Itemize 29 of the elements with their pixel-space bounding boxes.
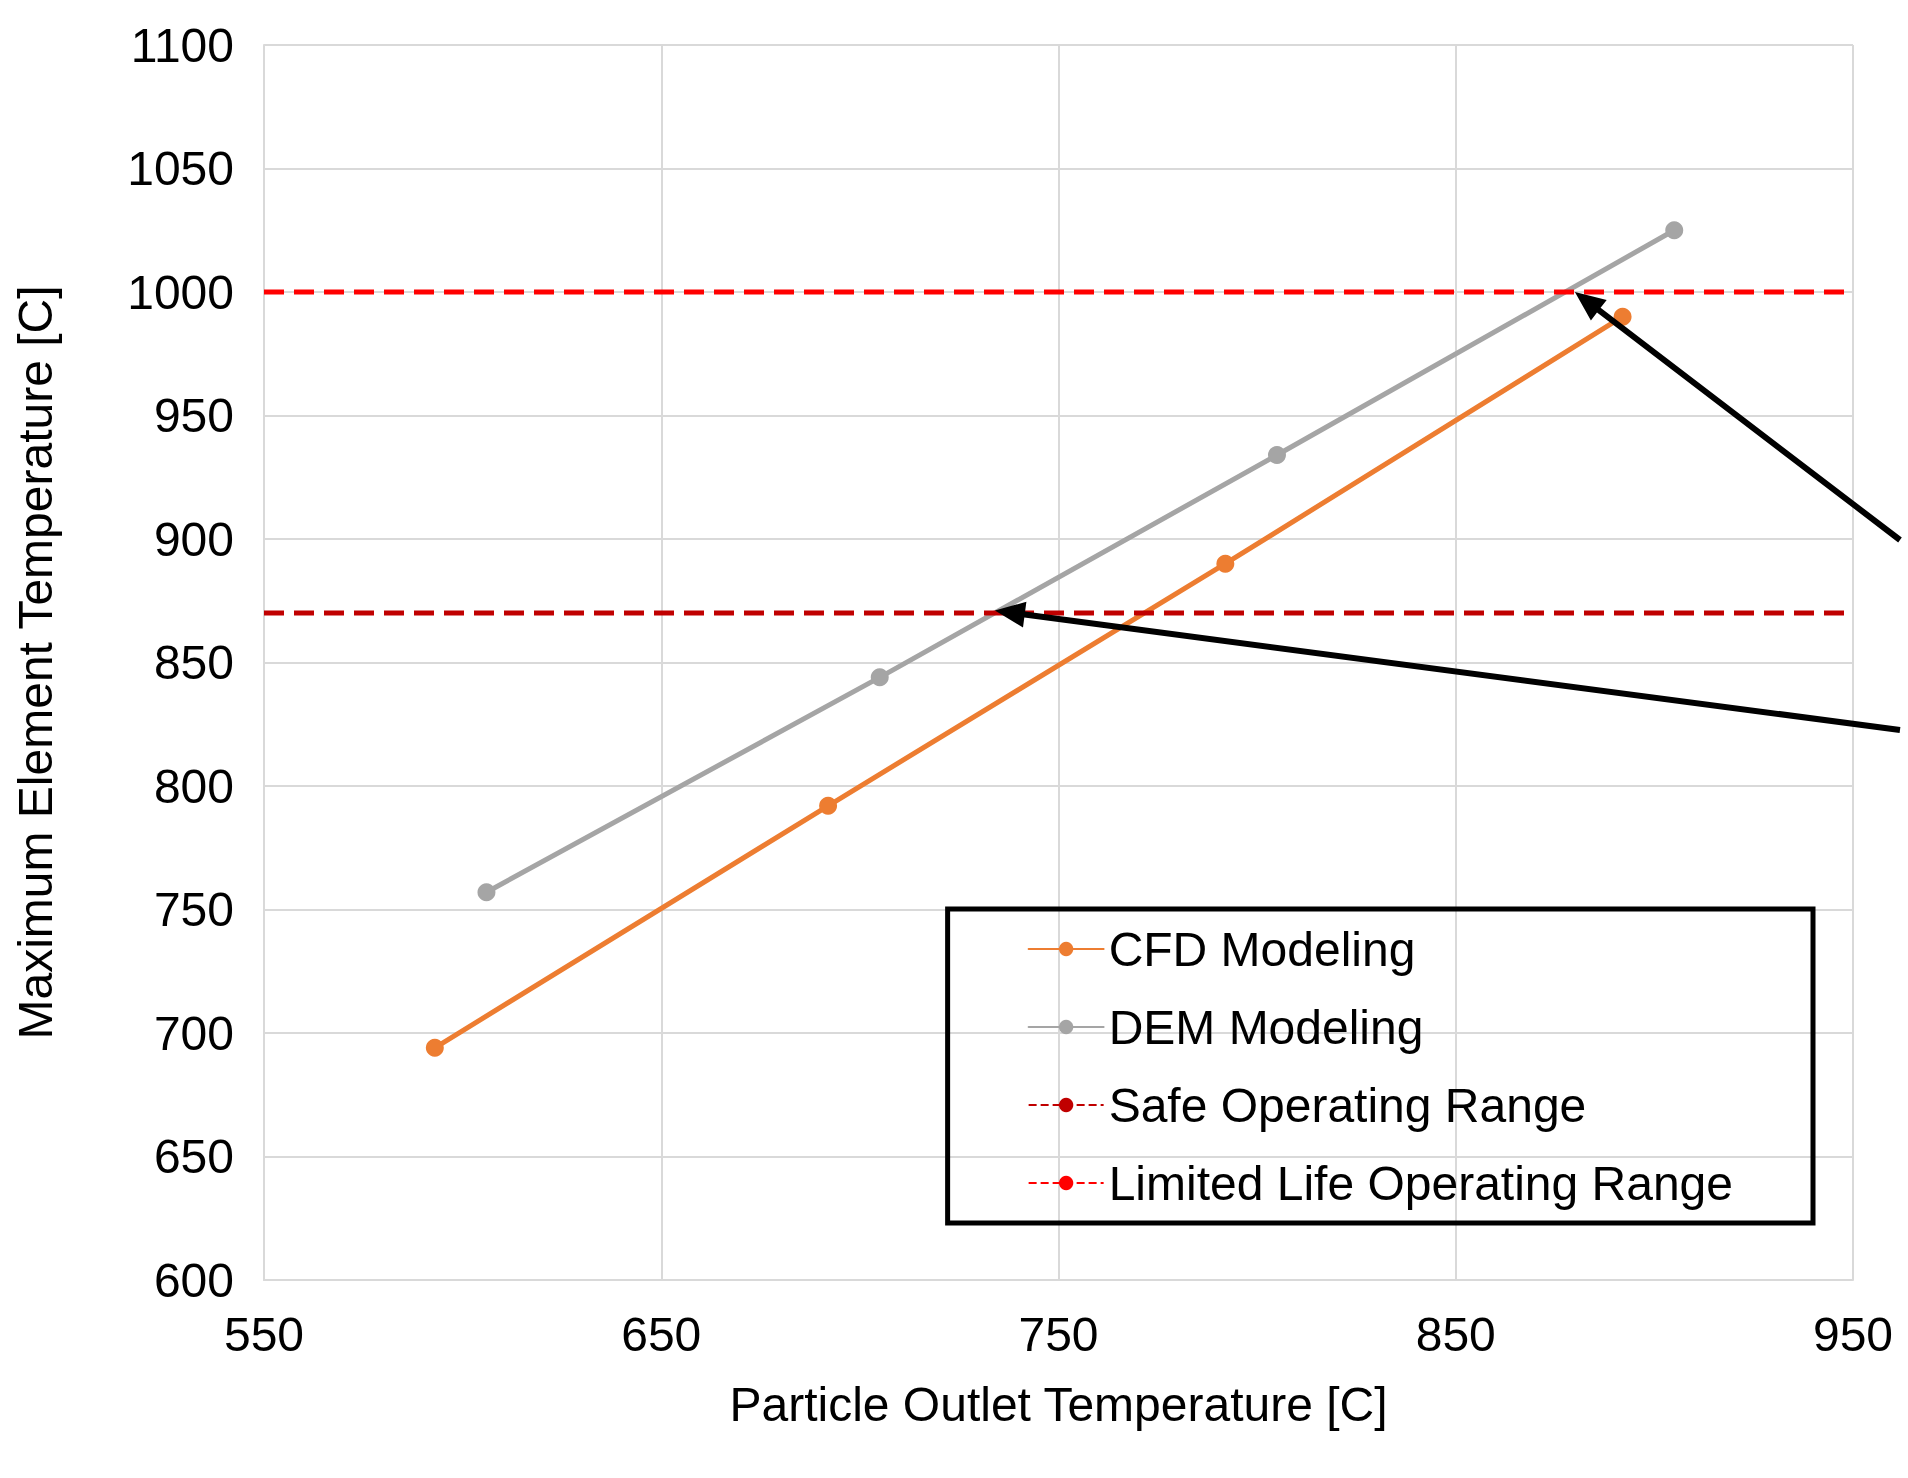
y-axis-title: Maximum Element Temperature [C]: [8, 285, 62, 1040]
x-tick-label: 550: [223, 1307, 305, 1361]
y-tick-label: 1050: [127, 142, 234, 195]
y-tick-label: 850: [153, 636, 234, 689]
x-tick-label: 950: [1812, 1307, 1894, 1361]
y-tick-label: 1000: [127, 265, 234, 319]
x-tick-label: 750: [1018, 1307, 1099, 1361]
y-tick-label: 1100: [130, 18, 234, 72]
y-tick-label: 750: [153, 883, 234, 936]
point: [1665, 221, 1684, 240]
y-tick-label: 900: [153, 512, 234, 566]
point: [1268, 446, 1286, 465]
x-axis-title: Particle Outlet Temperature [C]: [729, 1377, 1388, 1431]
point: [425, 1038, 444, 1057]
y-tick-label: 600: [153, 1253, 234, 1307]
point: [819, 796, 838, 815]
y-tick-label: 950: [153, 389, 234, 442]
legend-label: Safe Operating Range: [1108, 1078, 1587, 1132]
point: [870, 668, 889, 687]
y-tick-label: 800: [153, 759, 234, 813]
legend-label: DEM Modeling: [1108, 1000, 1424, 1054]
x-tick-label: 850: [1415, 1307, 1496, 1361]
point: [1216, 554, 1235, 573]
legend-label: Limited Life Operating Range: [1108, 1156, 1733, 1210]
x-tick-label: 650: [621, 1307, 702, 1361]
y-tick-label: 650: [153, 1130, 234, 1183]
y-tick-label: 700: [153, 1006, 234, 1060]
legend-label: CFD Modeling: [1108, 922, 1416, 976]
point: [477, 883, 496, 902]
